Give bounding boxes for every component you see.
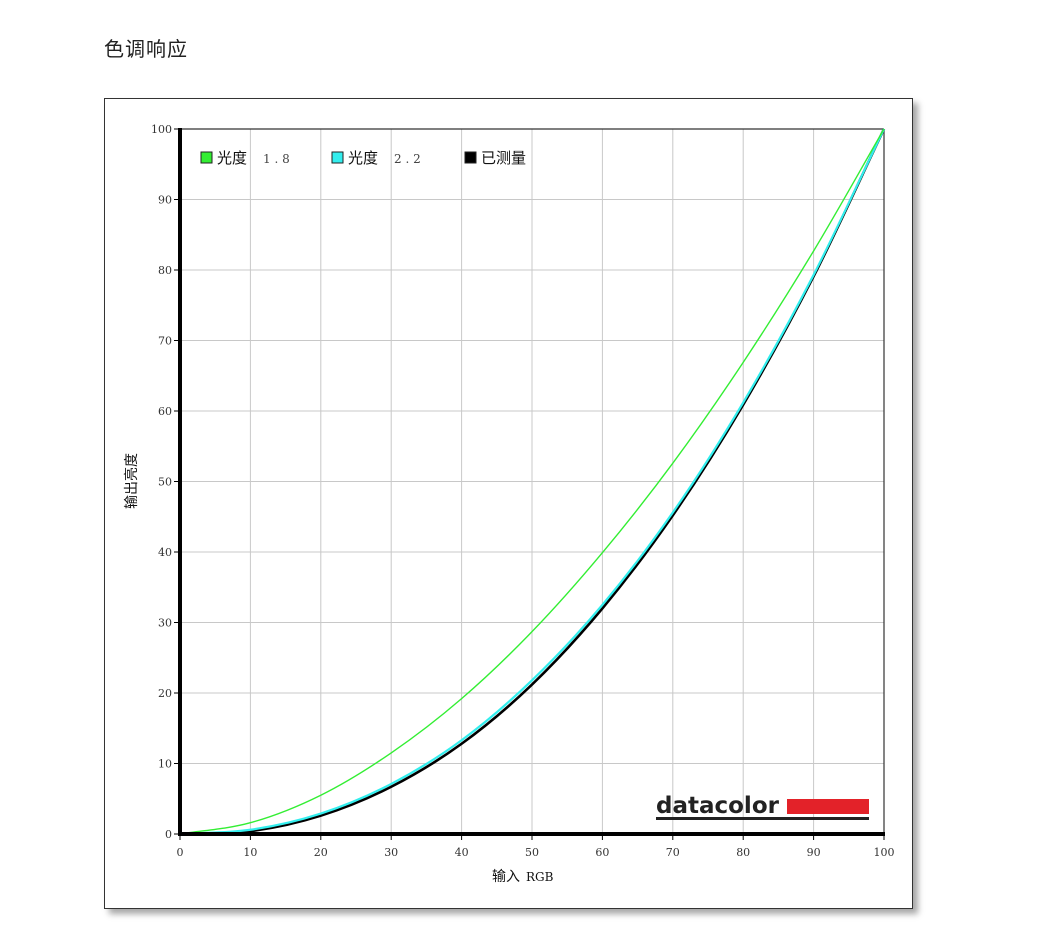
x-tick-label: 100 (874, 846, 895, 859)
grid-lines (180, 128, 885, 834)
legend-label: 光度 (217, 149, 247, 167)
y-tick-label: 80 (158, 264, 172, 277)
curve-gamma-1-8 (179, 128, 885, 835)
legend-swatch (200, 151, 213, 164)
logo-text: datacolor (656, 793, 780, 819)
y-tick-label: 0 (165, 828, 172, 841)
chart-frame (104, 98, 913, 909)
legend-gamma-value: 1 . 8 (263, 152, 290, 166)
curves (179, 128, 886, 836)
x-tick-label: 30 (384, 846, 398, 859)
y-tick-label: 40 (158, 546, 172, 559)
legend-label: 已测量 (481, 149, 526, 167)
y-tick-label: 30 (158, 617, 172, 630)
y-tick-label: 90 (158, 194, 172, 207)
curve-gamma-2-2 (179, 128, 885, 836)
logo-underline (656, 817, 869, 820)
y-axis-label: 输出亮度 (123, 453, 140, 509)
y-tick-label: 10 (158, 758, 172, 771)
x-tick-label: 90 (807, 846, 821, 859)
logo-red-bar (787, 799, 869, 814)
x-tick-label: 0 (177, 846, 184, 859)
x-tick-label: 70 (666, 846, 680, 859)
y-tick-label: 100 (151, 123, 172, 136)
legend-gamma-value: 2 . 2 (394, 152, 421, 166)
x-axis-label: 输入 RGB (492, 869, 554, 885)
x-tick-label: 40 (455, 846, 469, 859)
y-tick-label: 70 (158, 335, 172, 348)
legend-label: 光度 (348, 149, 378, 167)
y-tick-label: 50 (158, 476, 172, 489)
tick-labels: 0 10 20 30 40 50 60 70 80 90 100 0 10 20 30 40 50 60 70 80 9… (151, 123, 895, 859)
y-tick-label: 20 (158, 687, 172, 700)
legend-swatch (464, 151, 477, 164)
x-tick-label: 20 (314, 846, 328, 859)
x-tick-label: 60 (595, 846, 609, 859)
datacolor-logo: datacolor (656, 793, 869, 820)
legend: 光度 1 . 8 光度 2 . 2 已测量 (200, 149, 526, 167)
page-title: 色调响应 (104, 37, 188, 61)
x-tick-label: 10 (243, 846, 257, 859)
x-tick-label: 50 (525, 846, 539, 859)
y-tick-label: 60 (158, 405, 172, 418)
x-tick-label: 80 (736, 846, 750, 859)
legend-swatch (331, 151, 344, 164)
